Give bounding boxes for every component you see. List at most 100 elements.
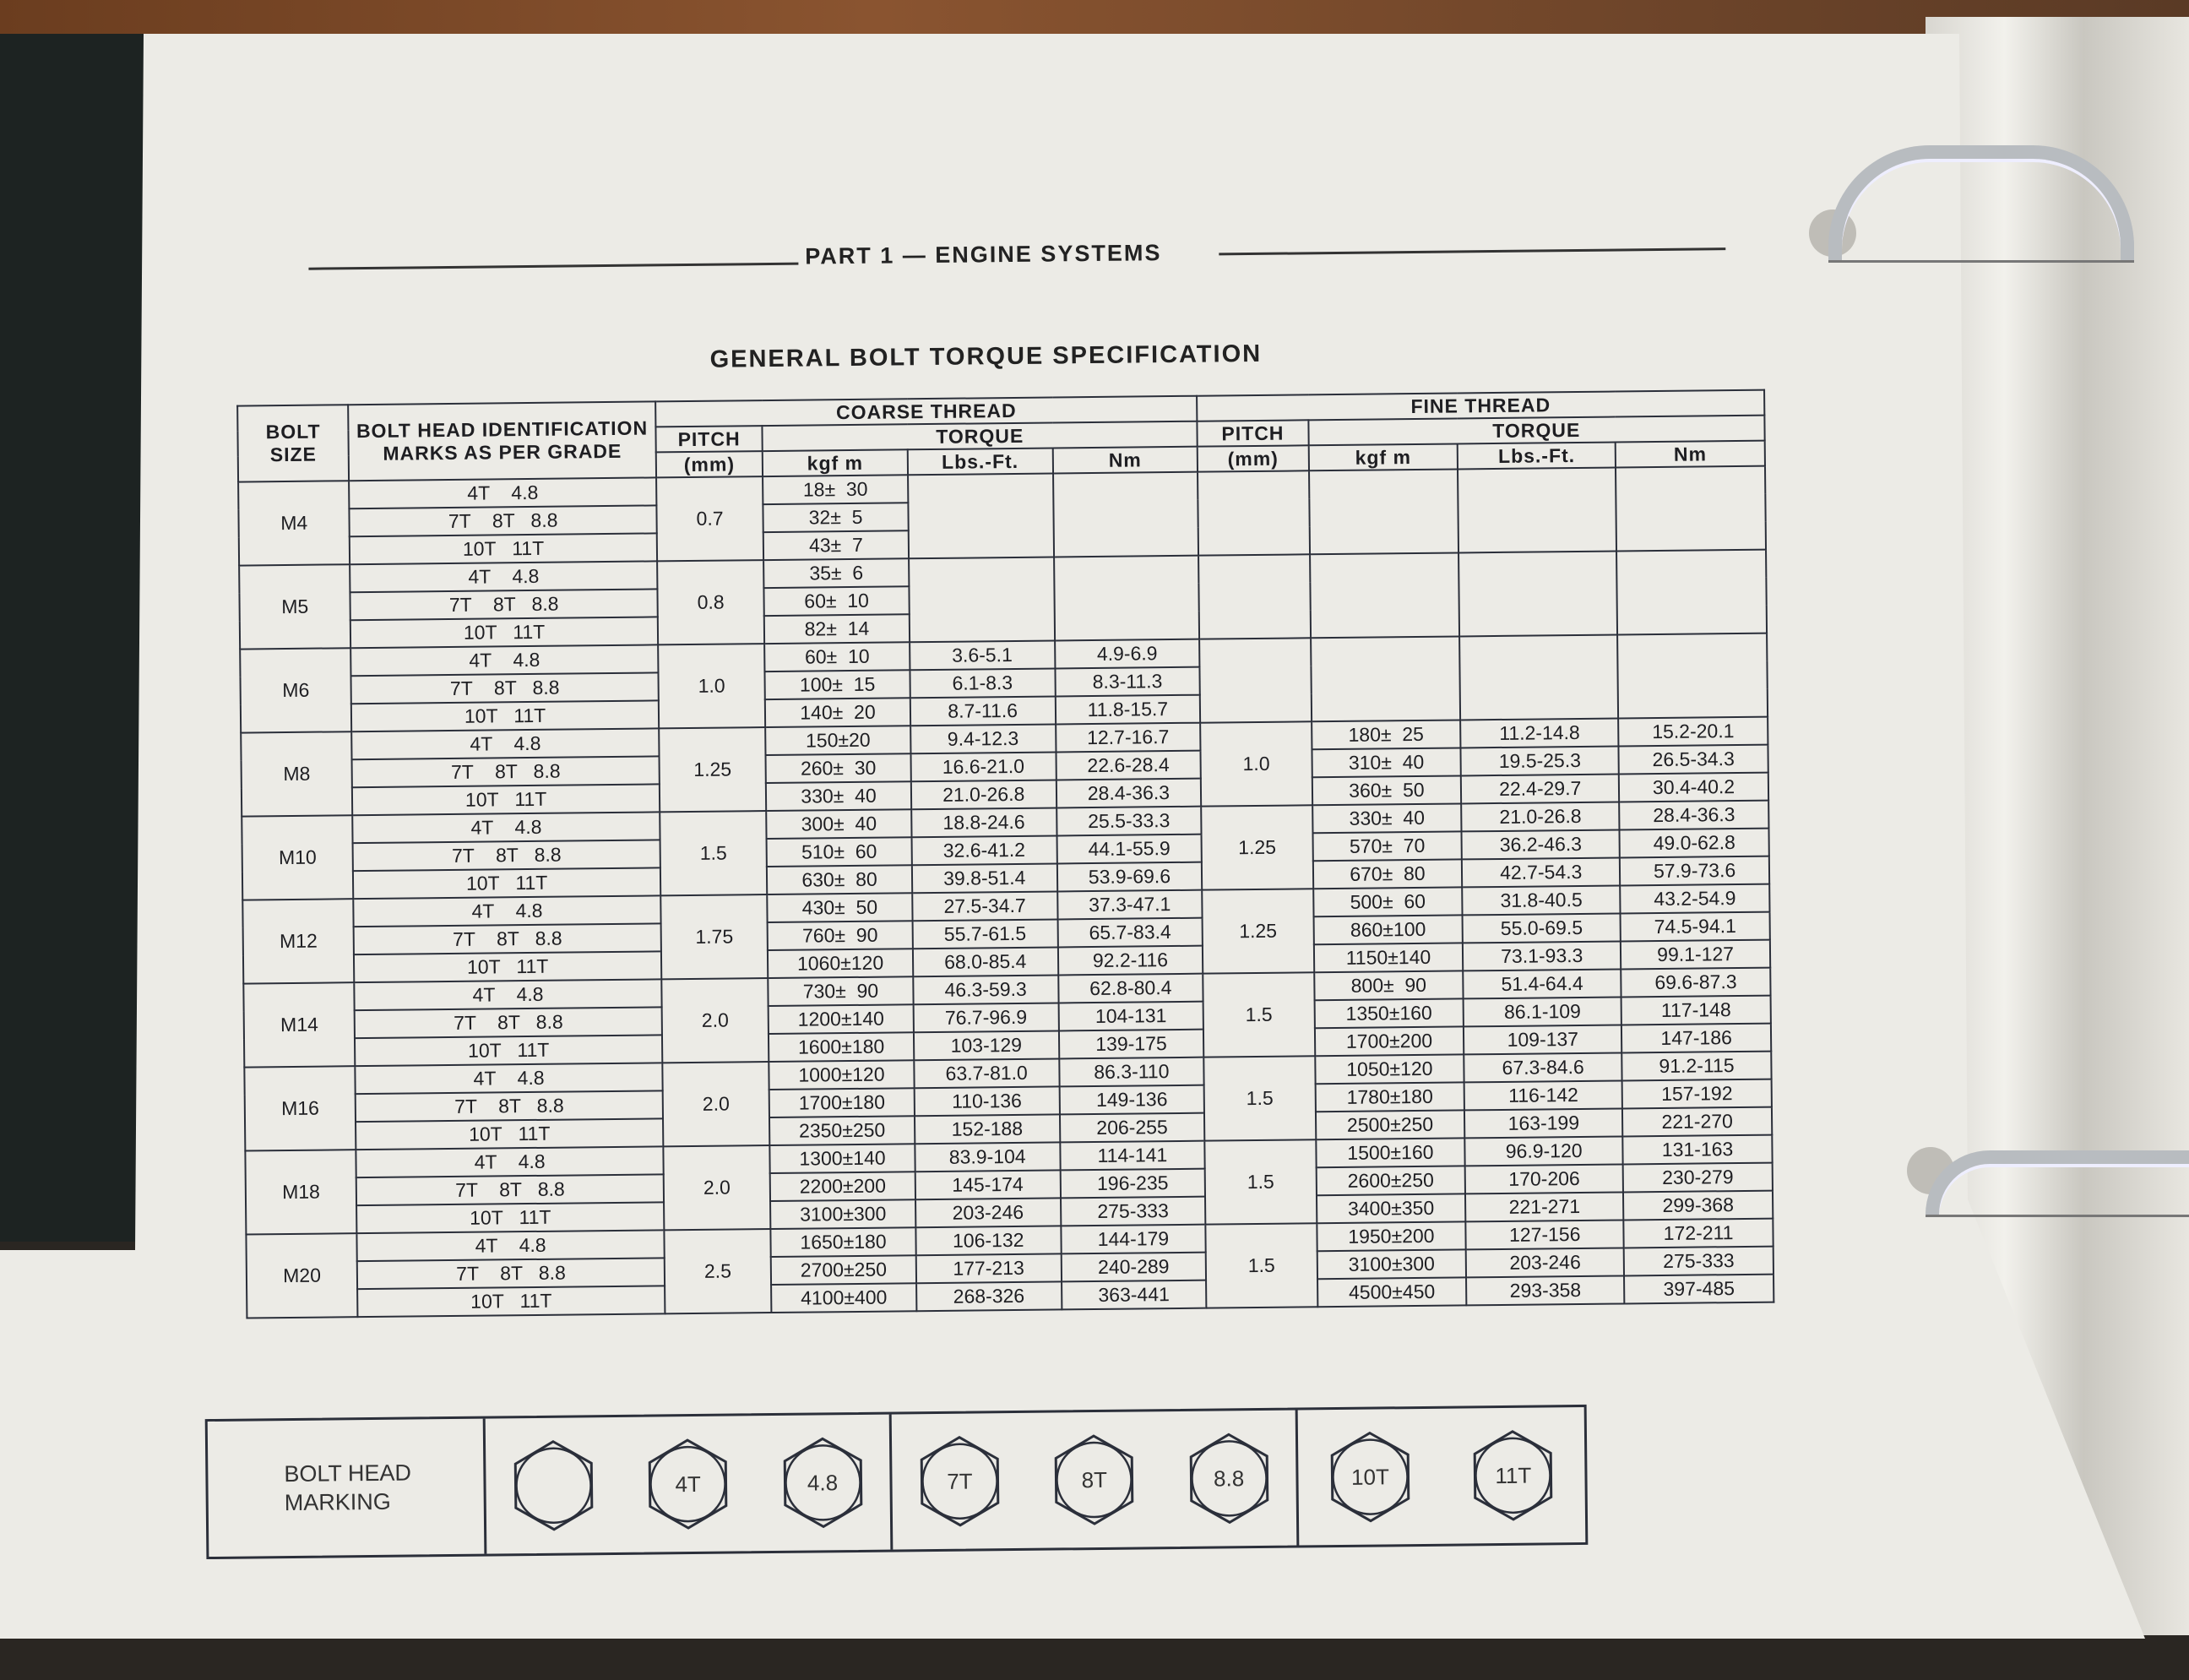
coarse-nm-cell: 149-136 [1059,1085,1205,1115]
coarse-nm-cell: 37.3-47.1 [1056,889,1203,920]
coarse-nm-cell: 53.9-69.6 [1056,862,1203,892]
fine-kgf-cell: 800± 90 [1313,970,1464,1001]
fine-kgf-cell: 3100±300 [1317,1249,1467,1280]
coarse-kgf-cell: 100± 15 [764,670,910,700]
bolt-head-mark-label: 11T [1495,1462,1532,1489]
fine-kgf-cell: 2500±250 [1315,1110,1465,1140]
coarse-lbs-cell: 110-136 [914,1086,1060,1117]
fine-kgf-cell: 360± 50 [1312,775,1462,806]
header-rule-right [1219,247,1726,256]
coarse-lbs-cell: 27.5-34.7 [912,891,1058,922]
fine-lbs-cell: 31.8-40.5 [1462,885,1621,916]
coarse-lbs-cell: 6.1-8.3 [910,668,1056,699]
fine-nm-cell: 15.2-20.1 [1618,716,1768,747]
coarse-nm-cell: 4.9-6.9 [1054,639,1200,669]
fine-kgf-cell: 570± 70 [1312,831,1463,862]
bolt-head-marking-legend: BOLT HEAD MARKING 4T 4.8 7T 8T 8.8 10T 11T [204,1404,1589,1560]
header-bolt-size: BOLT SIZE [237,405,350,482]
grade-marks-cell: 7T 8T 8.8 [353,923,661,955]
fine-nm-cell: 26.5-34.3 [1618,744,1768,775]
grade-marks-cell: 10T 11T [354,951,662,983]
fine-pitch-cell [1198,470,1310,556]
legend-label: BOLT HEAD MARKING [207,1418,487,1558]
grade-marks-cell: 7T 8T 8.8 [349,505,657,537]
coarse-lbs-cell: 268-326 [915,1281,1062,1312]
coarse-lbs-cell: 55.7-61.5 [912,919,1058,949]
coarse-lbs-cell: 63.7-81.0 [914,1058,1060,1089]
coarse-kgf-cell: 82± 14 [763,614,910,644]
fine-lbs-cell: 42.7-54.3 [1462,857,1621,888]
fine-nm-cell: 131-163 [1622,1134,1773,1165]
fine-lbs-cell: 293-358 [1466,1275,1625,1306]
grade-marks-cell: 4T 4.8 [356,1146,664,1178]
fine-lbs-cell: 55.0-69.5 [1462,913,1621,943]
bolt-size-cell: M14 [243,982,356,1068]
coarse-nm-cell: 22.6-28.4 [1056,750,1202,780]
grade-marks-cell: 10T 11T [352,784,660,816]
fine-pitch-cell [1198,554,1311,639]
bolt-size-cell: M16 [244,1066,356,1151]
fine-pitch-cell: 1.25 [1202,889,1314,974]
fine-nm-cell [1617,633,1768,719]
fine-kgf-cell: 1050±120 [1314,1054,1464,1085]
coarse-kgf-cell: 2200±200 [769,1172,915,1202]
fine-nm-cell: 91.2-115 [1621,1051,1772,1081]
bolt-head-hexagon-icon: 8.8 [1182,1432,1276,1525]
fine-lbs-cell [1458,551,1618,637]
fine-pitch-cell: 1.0 [1200,721,1312,807]
coarse-nm-cell: 12.7-16.7 [1055,722,1201,753]
grade-marks-cell: 10T 11T [357,1286,665,1318]
coarse-kgf-cell: 630± 80 [767,865,913,895]
fine-lbs-cell: 86.1-109 [1463,997,1622,1027]
coarse-lbs-cell: 145-174 [915,1170,1061,1200]
fine-kgf-cell: 670± 80 [1312,859,1463,889]
binder-ring-top [1828,145,2134,260]
coarse-kgf-cell: 760± 90 [767,921,913,951]
coarse-lbs-cell: 9.4-12.3 [910,724,1056,754]
fine-lbs-cell: 163-199 [1464,1108,1623,1139]
bolt-head-mark-label: 8T [1081,1466,1108,1493]
fine-kgf-cell: 1150±140 [1313,943,1464,973]
coarse-pitch-cell: 0.7 [655,476,764,562]
legend-group: 7T 8T 8.8 [891,1410,1300,1550]
header-pitch-unit: (mm) [655,451,763,478]
fine-lbs-cell: 36.2-46.3 [1461,829,1621,860]
legend-label-line: BOLT HEAD [284,1460,412,1487]
fine-nm-cell: 147-186 [1621,1023,1772,1053]
coarse-lbs-cell: 76.7-96.9 [913,1003,1059,1033]
bolt-size-cell: M8 [241,731,353,817]
coarse-lbs-cell: 39.8-51.4 [911,863,1057,894]
coarse-nm-cell: 62.8-80.4 [1057,973,1203,1003]
legend-group: 4T 4.8 [485,1414,894,1554]
fine-lbs-cell: 116-142 [1464,1080,1623,1111]
fine-lbs-cell: 170-206 [1464,1164,1624,1194]
bolt-size-cell: M12 [242,899,355,984]
fine-lbs-cell: 19.5-25.3 [1460,746,1619,776]
header-fine-pitch: PITCH [1197,420,1309,447]
bolt-head-hexagon-icon: 11T [1466,1428,1560,1522]
coarse-kgf-cell: 2700±250 [770,1255,916,1286]
coarse-kgf-cell: 1650±180 [770,1227,916,1258]
fine-kgf-cell: 1350±160 [1314,998,1464,1029]
fine-nm-cell [1616,465,1767,552]
coarse-pitch-cell: 1.5 [660,811,768,896]
section-title: PART 1 — ENGINE SYSTEMS [805,240,1162,269]
coarse-pitch-cell: 1.0 [658,644,766,729]
fine-pitch-cell [1199,638,1312,723]
fine-kgf-cell: 860±100 [1313,915,1464,945]
fine-kgf-cell [1310,636,1461,722]
coarse-lbs-cell: 106-132 [915,1226,1062,1256]
coarse-lbs-cell: 16.6-21.0 [910,752,1056,782]
coarse-nm-cell [1052,471,1199,557]
grade-marks-cell: 7T 8T 8.8 [350,589,658,621]
grade-marks-cell: 4T 4.8 [354,979,662,1011]
coarse-kgf-cell: 430± 50 [767,893,913,923]
fine-lbs-cell: 51.4-64.4 [1463,969,1621,999]
coarse-lbs-cell: 8.7-11.6 [910,696,1056,726]
manual-page: PART 1 — ENGINE SYSTEMS GENERAL BOLT TOR… [0,34,2145,1639]
coarse-kgf-cell: 60± 10 [764,642,910,672]
coarse-lbs-cell: 3.6-5.1 [909,640,1056,671]
coarse-kgf-cell: 300± 40 [766,809,912,840]
fine-kgf-cell: 1700±200 [1314,1026,1464,1057]
fine-nm-cell: 172-211 [1623,1218,1773,1248]
